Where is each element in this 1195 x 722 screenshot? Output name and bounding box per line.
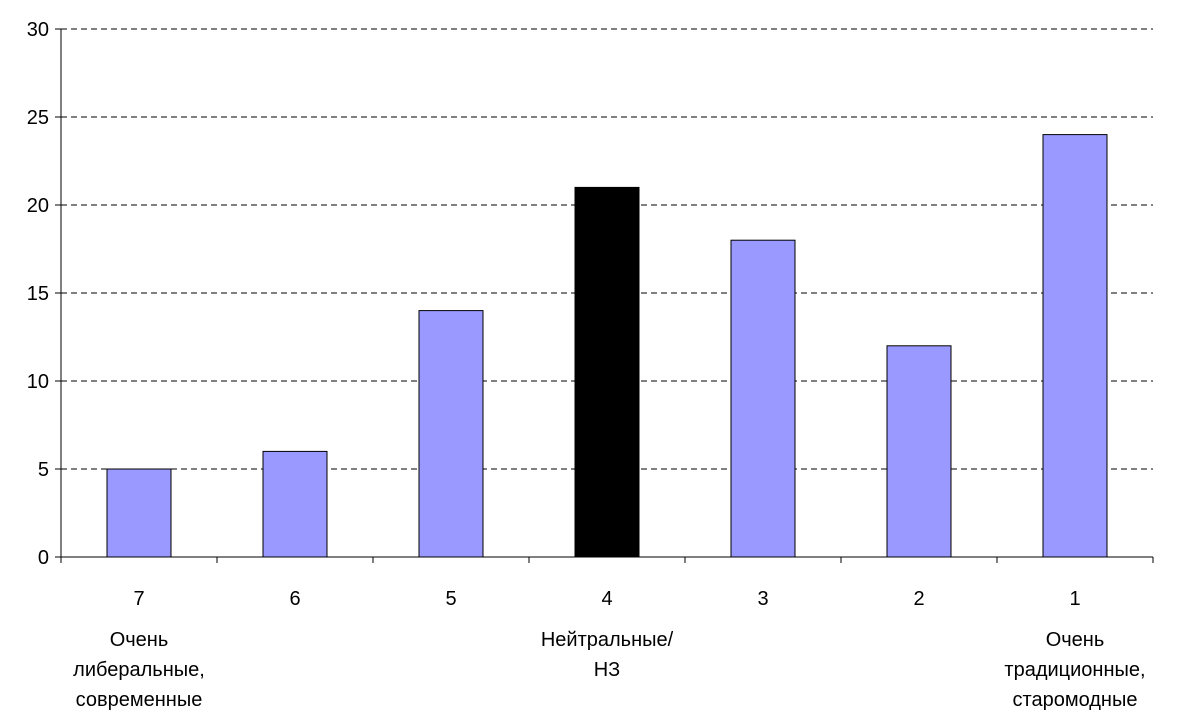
bar-5: [419, 311, 483, 557]
x-tick-label: 3: [757, 588, 768, 610]
annotation-line: Нейтральные/: [541, 629, 674, 651]
annotation-line: НЗ: [594, 659, 621, 681]
x-tick-label: 4: [601, 588, 612, 610]
category-annotations: Очень либеральные, современные Нейтральные/…: [73, 629, 1145, 711]
y-tick-label: 15: [27, 283, 49, 305]
annotation-line: либеральные,: [73, 659, 205, 681]
bar-2: [887, 346, 951, 557]
y-tick-labels: 0 5 10 15 20 25 30: [27, 19, 49, 569]
x-tick-label: 1: [1069, 588, 1080, 610]
bar-1: [1043, 135, 1107, 557]
bars: [107, 135, 1107, 557]
y-tick-label: 0: [38, 547, 49, 569]
y-tick-label: 10: [27, 371, 49, 393]
annotation-line: Очень: [110, 629, 169, 651]
bar-7: [107, 469, 171, 557]
y-tick-label: 5: [38, 459, 49, 481]
y-tick-label: 30: [27, 19, 49, 41]
bar-3: [731, 240, 795, 557]
x-tick-label: 6: [289, 588, 300, 610]
category-annotation: Очень традиционные, старомодные: [1004, 629, 1145, 711]
annotation-line: современные: [76, 689, 203, 711]
category-annotation: Нейтральные/НЗ: [541, 629, 674, 681]
y-tick-label: 20: [27, 195, 49, 217]
bar-4: [575, 187, 639, 557]
x-tick-label: 2: [913, 588, 924, 610]
bar-6: [263, 451, 327, 557]
annotation-line: традиционные,: [1004, 659, 1145, 681]
x-tick-label: 7: [133, 588, 144, 610]
y-tick-label: 25: [27, 107, 49, 129]
category-annotation: Очень либеральные, современные: [73, 629, 205, 711]
annotation-line: старомодные: [1013, 689, 1138, 711]
x-tick-labels: 7 6 5 4 3 2 1: [133, 588, 1080, 610]
x-tick-label: 5: [445, 588, 456, 610]
annotation-line: Очень: [1046, 629, 1105, 651]
